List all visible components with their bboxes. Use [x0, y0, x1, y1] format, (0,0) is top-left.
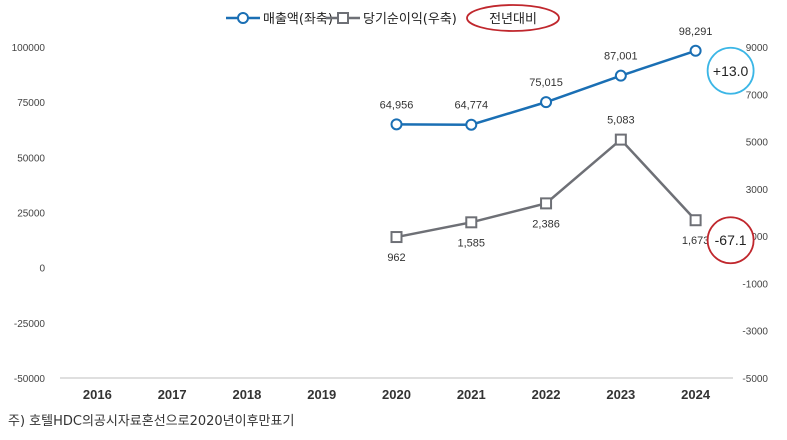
right-tick-label: -3000	[742, 327, 768, 338]
data-label: 98,291	[679, 26, 713, 38]
legend-marker-profit	[337, 12, 349, 24]
legend-marker-sales	[237, 12, 249, 24]
data-label: 5,083	[607, 115, 635, 127]
right-axis: 9000 7000 5000 3000 1000 -1000 -3000 -5000	[742, 43, 768, 385]
data-point-sales	[540, 96, 553, 109]
x-tick-label: 2024	[681, 387, 711, 402]
right-tick-label: 1000	[746, 232, 769, 243]
data-point-sales	[465, 118, 478, 131]
data-point-profit	[614, 133, 627, 146]
x-tick-label: 2023	[606, 387, 635, 402]
data-point-sales	[689, 44, 702, 57]
footnote: 주) 호텔HDC의공시자료혼선으로2020년이후만표기	[8, 414, 295, 429]
left-axis: 100000 75000 50000 25000 0 -25000 -50000	[12, 43, 46, 385]
left-tick-label: -50000	[14, 374, 46, 385]
x-tick-label: 2016	[83, 387, 112, 402]
left-tick-label: 50000	[17, 153, 45, 164]
right-tick-label: -1000	[742, 279, 768, 290]
right-tick-label: 5000	[746, 138, 769, 149]
legend: 매출액(좌축) 당기순이익(우축) 전년대비	[226, 4, 560, 32]
x-tick-label: 2018	[232, 387, 261, 402]
data-point-profit	[390, 231, 403, 244]
data-point-sales	[614, 69, 627, 82]
data-label: 962	[387, 252, 405, 264]
right-tick-label: -5000	[742, 374, 768, 385]
yoy-annotation-text: -67.1	[715, 232, 747, 248]
left-tick-label: 100000	[12, 43, 46, 54]
left-tick-label: 25000	[17, 209, 45, 220]
x-tick-label: 2020	[382, 387, 411, 402]
data-label: 2,386	[532, 218, 560, 230]
data-label: 64,774	[454, 100, 488, 112]
left-tick-label: 75000	[17, 98, 45, 109]
data-label: 1,673	[682, 235, 710, 247]
x-tick-label: 2017	[158, 387, 187, 402]
legend-yoy-label: 전년대비	[489, 12, 537, 27]
right-tick-label: 3000	[746, 185, 769, 196]
right-tick-label: 7000	[746, 90, 769, 101]
x-axis: 2016 2017 2018 2019 2020 2021 2022 2023 2024	[83, 387, 711, 402]
left-tick-label: -25000	[14, 319, 46, 330]
left-tick-label: 0	[39, 264, 45, 275]
data-label: 1,585	[458, 237, 486, 249]
data-label: 75,015	[529, 77, 563, 89]
x-tick-label: 2021	[457, 387, 486, 402]
series-layer	[390, 44, 702, 244]
data-point-sales	[390, 118, 403, 131]
data-point-profit	[465, 216, 478, 229]
data-label: 87,001	[604, 51, 638, 63]
yoy-annotation-circle	[706, 46, 755, 95]
legend-label-profit: 당기순이익(우축)	[363, 12, 457, 27]
data-labels: 64,956 64,774 75,015 87,001 98,291 962 1,585 2,…	[380, 26, 713, 264]
yoy-annotation-text: +13.0	[713, 63, 749, 79]
x-tick-label: 2022	[532, 387, 561, 402]
x-tick-label: 2019	[307, 387, 336, 402]
data-point-profit	[540, 197, 553, 210]
legend-label-sales: 매출액(좌축)	[263, 12, 333, 27]
annotations: +13.0 -67.1	[706, 46, 755, 265]
right-tick-label: 9000	[746, 43, 769, 54]
legend-yoy-ellipse	[466, 4, 560, 32]
yoy-annotation-circle	[706, 216, 755, 265]
data-point-profit	[689, 214, 702, 227]
data-label: 64,956	[380, 99, 414, 111]
